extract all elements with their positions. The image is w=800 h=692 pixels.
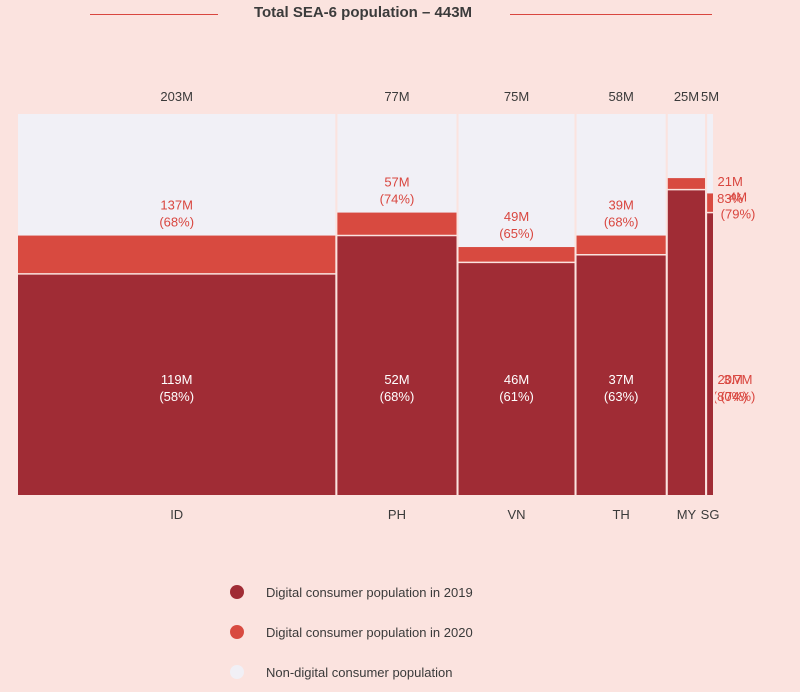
percent-2020-th: (68%) [604, 215, 639, 230]
legend-swatch-nondigital [230, 665, 244, 679]
value-2020-sg: 4M [729, 189, 747, 204]
value-2019-my: 20M [717, 372, 742, 387]
category-label-th: TH [612, 507, 629, 522]
title-rule-right [510, 14, 712, 15]
category-label-my: MY [677, 507, 697, 522]
legend: Digital consumer population in 2019 Digi… [230, 572, 473, 692]
legend-label-2019: Digital consumer population in 2019 [266, 584, 473, 600]
legend-item-nondigital: Non-digital consumer population [230, 652, 473, 692]
bar-2019-ph [336, 235, 458, 496]
title-rule-left [90, 14, 218, 15]
value-2019-vn: 46M [504, 372, 529, 387]
category-label-vn: VN [508, 507, 526, 522]
legend-label-nondigital: Non-digital consumer population [266, 664, 453, 680]
value-2020-my: 21M [717, 174, 742, 189]
value-2020-vn: 49M [504, 209, 529, 224]
bar-2019-id [17, 273, 337, 496]
percent-2020-sg: (79%) [721, 206, 756, 221]
category-label-sg: SG [701, 507, 720, 522]
bar-2020-id [17, 235, 337, 274]
bar-2020-sg [706, 193, 714, 213]
bar-2019-th [575, 254, 667, 496]
legend-swatch-2019 [230, 585, 244, 599]
chart-header: Total SEA-6 population – 443M [0, 0, 800, 30]
column-border-sg [705, 112, 715, 497]
bar-2019-my [666, 189, 707, 496]
value-2019-ph: 52M [384, 372, 409, 387]
percent-2019-my: (80%) [713, 389, 748, 404]
percent-2019-th: (63%) [604, 389, 639, 404]
percent-2020-vn: (65%) [499, 226, 534, 241]
bar-2020-th [575, 235, 667, 255]
percent-2019-vn: (61%) [499, 389, 534, 404]
bar-2020-ph [336, 212, 458, 236]
value-2019-id: 119M [161, 372, 193, 387]
legend-item-2020: Digital consumer population in 2020 [230, 612, 473, 652]
category-label-ph: PH [388, 507, 406, 522]
legend-item-2019: Digital consumer population in 2019 [230, 572, 473, 612]
percent-2019-id: (58%) [159, 389, 194, 404]
bar-2019-sg [706, 212, 714, 496]
total-label-id: 203M [160, 89, 193, 104]
total-label-ph: 77M [384, 89, 409, 104]
value-2019-th: 37M [609, 372, 634, 387]
percent-2020-ph: (74%) [380, 192, 415, 207]
total-label-vn: 75M [504, 89, 529, 104]
value-2020-ph: 57M [384, 175, 409, 190]
total-label-sg: 5M [701, 89, 719, 104]
value-2020-id: 137M [160, 198, 193, 213]
marimekko-chart: 203M ID 119M (58%) 137M (68%) 77M PH 52M (68%) 57M… [16, 89, 756, 522]
percent-2020-id: (68%) [159, 215, 194, 230]
value-2019-sg: 3.7M [724, 372, 753, 387]
bar-2020-vn [457, 247, 576, 263]
percent-2019-sg: (74%) [721, 389, 756, 404]
legend-swatch-2020 [230, 625, 244, 639]
percent-2019-ph: (68%) [380, 389, 415, 404]
bar-2019-vn [457, 262, 576, 496]
total-label-th: 58M [609, 89, 634, 104]
value-2020-th: 39M [609, 198, 634, 213]
percent-2020-my: 83% [717, 191, 743, 206]
category-label-id: ID [170, 507, 183, 522]
legend-label-2020: Digital consumer population in 2020 [266, 624, 473, 640]
bar-2020-my [666, 178, 707, 190]
total-label-my: 25M [674, 89, 699, 104]
chart-title: Total SEA-6 population – 443M [253, 4, 473, 21]
